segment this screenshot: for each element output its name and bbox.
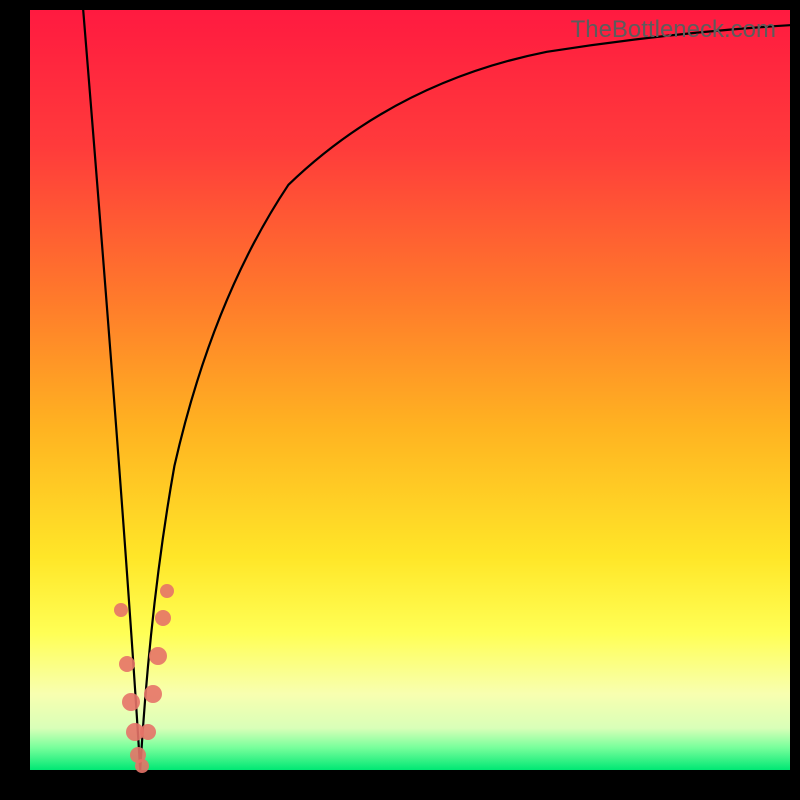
plot-area: TheBottleneck.com [30,10,790,770]
chart-frame: TheBottleneck.com [0,0,800,800]
data-marker [135,759,149,773]
curve-layer [30,10,790,770]
watermark-label: TheBottleneck.com [571,16,776,44]
data-marker [160,584,174,598]
data-marker [155,610,171,626]
data-marker [144,685,162,703]
data-marker [119,656,135,672]
data-marker [114,603,128,617]
data-marker [122,693,140,711]
bottleneck-curve [83,10,790,770]
data-marker [149,647,167,665]
data-marker [140,724,156,740]
